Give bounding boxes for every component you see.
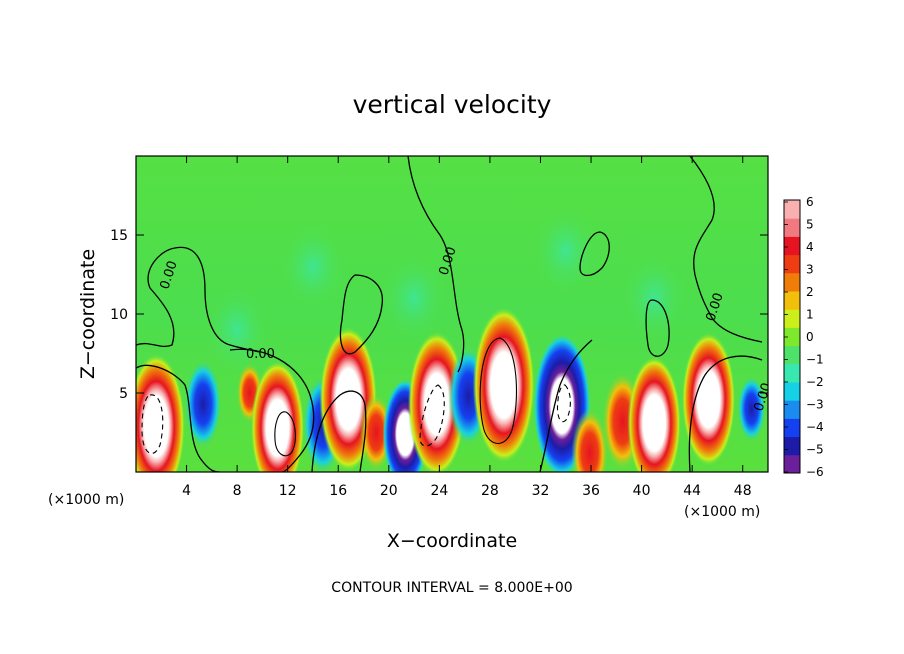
colorbar-tick-label: 2 [806, 285, 814, 299]
velocity-cell [737, 375, 766, 442]
colorbar-segment [784, 272, 800, 292]
zero-contour [689, 156, 763, 343]
faint-anomaly [620, 252, 689, 345]
negative-contour [419, 384, 445, 447]
zero-contour [136, 246, 261, 353]
colorbar-segment [784, 218, 800, 237]
colorbar-tick-label: −4 [806, 420, 824, 434]
contour-lines [136, 156, 763, 472]
colorbar-segment [784, 436, 800, 456]
y-axis-title: Z−coordinate [77, 249, 99, 379]
velocity-cells-layer [136, 307, 766, 472]
x-tick-label: 16 [329, 483, 347, 499]
x-tick-label: 44 [683, 483, 701, 499]
x-axis: 4 8 12 16 20 24 28 32 36 40 44 48 [182, 156, 752, 499]
zero-contour [579, 231, 610, 277]
zero-contour [311, 390, 367, 472]
x-tick-label: 32 [532, 483, 550, 499]
x-tick-label: 20 [380, 483, 398, 499]
colorbar-tick-label: −2 [806, 375, 824, 389]
y-axis: 5 10 15 [110, 228, 768, 402]
x-axis-title: X−coordinate [387, 530, 517, 552]
velocity-cell [184, 359, 222, 449]
colorbar-segment [784, 382, 800, 401]
zero-contour [229, 348, 315, 472]
zero-contour [407, 156, 465, 373]
colorbar-segment [784, 363, 800, 383]
x-unit-left: (×1000 m) [48, 492, 124, 508]
colorbar-tick-label: −5 [806, 443, 824, 457]
zero-contour [339, 274, 383, 355]
colorbar-tick-label: −3 [806, 398, 824, 412]
x-unit-right: (×1000 m) [684, 504, 760, 520]
colorbar-segment [784, 418, 800, 438]
faint-anomaly [531, 204, 600, 297]
x-tick-label: 36 [582, 483, 600, 499]
colorbar-segment [784, 400, 800, 419]
colorbar-segment [784, 254, 800, 274]
velocity-cell [571, 408, 609, 472]
colorbar-tick-label: 0 [806, 330, 814, 344]
faint-anomaly [278, 220, 347, 313]
colorbar-tick-label: 1 [806, 308, 814, 322]
y-tick-label: 5 [119, 386, 128, 402]
x-tick-label: 24 [430, 483, 448, 499]
faint-anomaly [380, 252, 449, 345]
faint-anomaly [203, 283, 272, 376]
velocity-cell [407, 331, 466, 472]
velocity-cell [681, 332, 736, 467]
x-tick-label: 4 [182, 483, 191, 499]
colorbar-tick-label: −1 [806, 353, 824, 367]
zero-contour [539, 339, 593, 472]
colorbar-tick-label: 6 [806, 195, 814, 209]
velocity-cell [472, 307, 535, 464]
x-tick-label: 40 [633, 483, 651, 499]
positive-contour [274, 411, 296, 457]
x-tick-label: 28 [481, 483, 499, 499]
negative-contour [556, 384, 571, 423]
velocity-cell [250, 360, 305, 472]
zero-contour [645, 299, 670, 357]
faint-anomaly-layer [203, 204, 689, 376]
colorbar-segment [784, 327, 800, 347]
colorbar-segment [784, 291, 800, 310]
colorbar-segment [784, 454, 800, 474]
velocity-cell [627, 356, 682, 472]
colorbar-frame [783, 199, 801, 474]
contour-interval-note: CONTOUR INTERVAL = 8.000E+00 [331, 580, 572, 596]
x-tick-label: 8 [233, 483, 242, 499]
zero-contour [688, 355, 763, 472]
colorbar-tick-label: 3 [806, 263, 814, 277]
colorbar: 6 5 4 3 2 1 0 −1 −2 −3 −4 −5 −6 [783, 195, 824, 479]
x-tick-label: 48 [734, 483, 752, 499]
velocity-cell [136, 353, 186, 472]
colorbar-tick-label: 4 [806, 240, 814, 254]
colorbar-tick-label: 5 [806, 218, 814, 232]
chart-title: vertical velocity [353, 90, 552, 119]
colorbar-segment [784, 236, 800, 256]
positive-contour [479, 337, 518, 445]
y-tick-label: 15 [110, 228, 128, 244]
contour-label: 0.00 [246, 347, 275, 362]
colorbar-segment [784, 200, 800, 219]
negative-contour [141, 394, 164, 454]
colorbar-segment [784, 345, 800, 365]
zero-contour [136, 364, 221, 472]
colorbar-segment [784, 309, 800, 328]
x-tick-label: 12 [279, 483, 297, 499]
y-tick-label: 10 [110, 307, 128, 323]
colorbar-tick-label: −6 [806, 465, 824, 479]
plot-area: 0.00 0.00 0.00 0.00 0.00 [136, 156, 768, 472]
